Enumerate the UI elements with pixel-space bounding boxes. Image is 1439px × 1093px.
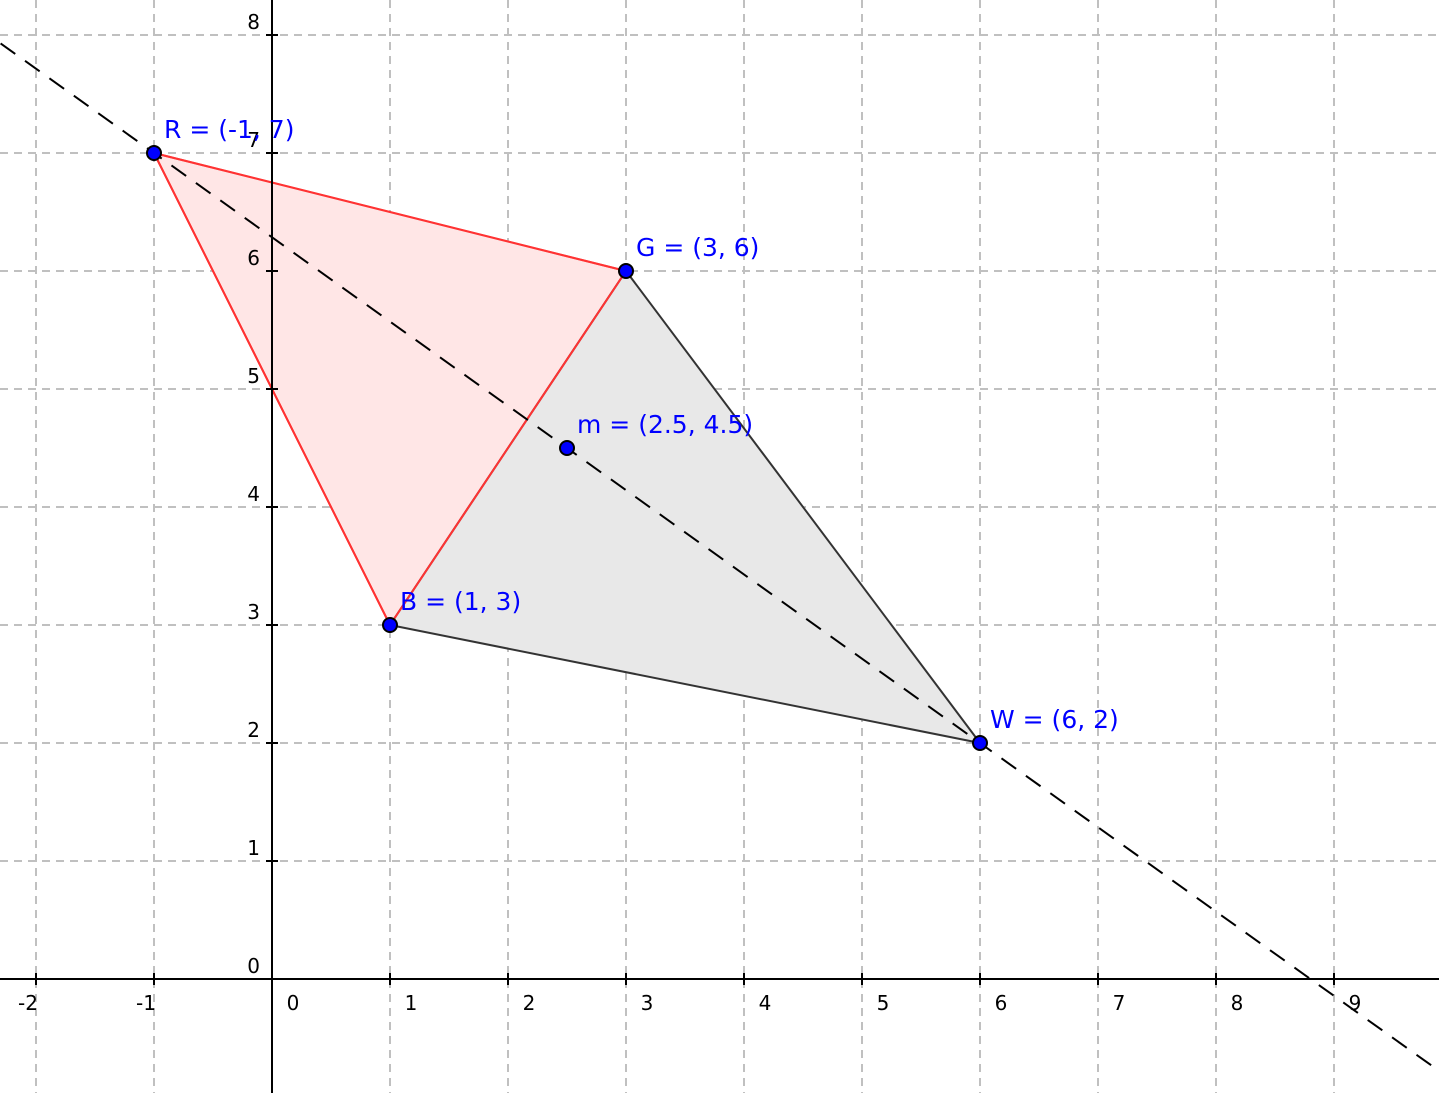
y-tick-label: 1	[247, 836, 260, 860]
point-W[interactable]	[972, 735, 988, 751]
y-tick-label: 6	[247, 246, 260, 270]
x-tick-label: -1	[136, 991, 156, 1015]
x-tick-label: 4	[759, 991, 772, 1015]
point-label-B: B = (1, 3)	[400, 587, 521, 616]
point-B[interactable]	[382, 617, 398, 633]
point-G[interactable]	[618, 263, 634, 279]
point-label-W: W = (6, 2)	[990, 705, 1119, 734]
x-tick-label: 8	[1231, 991, 1244, 1015]
point-m[interactable]	[559, 440, 575, 456]
points[interactable]: R = (-1, 7) G = (3, 6) m = (2.5, 4.5) B = (…	[146, 115, 1119, 751]
y-tick-label: 8	[247, 10, 260, 34]
y-tick-label: 3	[247, 600, 260, 624]
dashed-line-through-R-and-W	[0, 42, 1439, 1073]
x-tick-label: 1	[405, 991, 418, 1015]
x-tick-label: 2	[523, 991, 536, 1015]
y-tick-label: 7	[247, 128, 260, 152]
x-tick-label: 3	[641, 991, 654, 1015]
y-tick-label: 0	[247, 954, 260, 978]
x-tick-label: 7	[1113, 991, 1126, 1015]
x-tick-label: 5	[877, 991, 890, 1015]
x-tick-label: 0	[287, 991, 300, 1015]
point-label-R: R = (-1, 7)	[164, 115, 294, 144]
point-R[interactable]	[146, 145, 162, 161]
point-label-G: G = (3, 6)	[636, 233, 759, 262]
point-label-m: m = (2.5, 4.5)	[577, 410, 753, 439]
y-tick-label: 2	[247, 718, 260, 742]
line-RW	[0, 42, 1439, 1073]
x-tick-label: 6	[995, 991, 1008, 1015]
x-tick-label: -2	[18, 991, 38, 1015]
y-tick-label: 5	[247, 364, 260, 388]
y-tick-label: 4	[247, 482, 260, 506]
